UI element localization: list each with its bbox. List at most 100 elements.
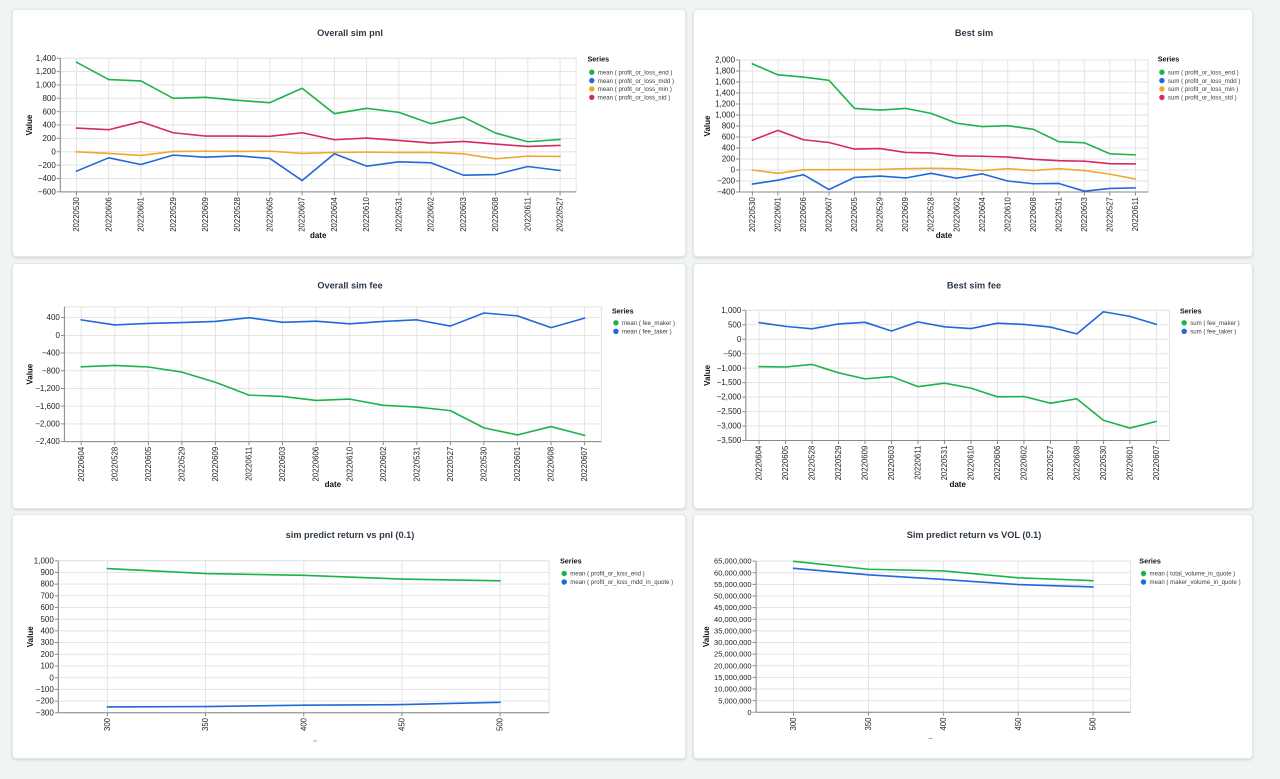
svg-text:sum ( profit_or_loss_mdd ): sum ( profit_or_loss_mdd ) (1168, 78, 1240, 85)
svg-text:20220608: 20220608 (1029, 197, 1038, 232)
svg-text:300: 300 (103, 717, 112, 731)
svg-text:20220530: 20220530 (748, 197, 757, 232)
svg-text:40,000,000: 40,000,000 (714, 615, 752, 624)
svg-text:20220527: 20220527 (1106, 197, 1115, 232)
svg-text:Series: Series (588, 55, 610, 64)
svg-text:35,000,000: 35,000,000 (714, 627, 752, 636)
svg-text:0: 0 (51, 147, 56, 156)
svg-text:20220608: 20220608 (547, 447, 556, 482)
svg-text:450: 450 (1014, 717, 1023, 731)
svg-text:20220609: 20220609 (861, 446, 870, 481)
svg-text:60,000,000: 60,000,000 (714, 568, 752, 577)
svg-text:30,000,000: 30,000,000 (714, 638, 752, 647)
svg-text:20220603: 20220603 (887, 446, 896, 481)
svg-text:Value: Value (25, 114, 34, 135)
svg-text:−100: −100 (36, 685, 55, 694)
svg-text:1,600: 1,600 (715, 78, 736, 87)
svg-text:20220604: 20220604 (978, 197, 987, 232)
svg-text:400: 400 (47, 313, 61, 322)
svg-text:20220531: 20220531 (395, 197, 404, 232)
svg-text:20220606: 20220606 (312, 447, 321, 482)
svg-text:450: 450 (398, 717, 407, 731)
svg-text:20220527: 20220527 (1046, 446, 1055, 481)
svg-text:1,200: 1,200 (36, 67, 57, 76)
svg-text:−2,400: −2,400 (35, 437, 60, 446)
svg-text:20220529: 20220529 (169, 197, 178, 232)
svg-text:Series: Series (1180, 306, 1202, 315)
svg-text:20220611: 20220611 (1131, 197, 1140, 231)
svg-text:400: 400 (299, 717, 308, 731)
svg-text:mean ( profit_or_loss_mdd_in_q: mean ( profit_or_loss_mdd_in_quote ) (570, 579, 673, 586)
svg-text:date: date (310, 231, 327, 240)
svg-text:1,200: 1,200 (715, 100, 736, 109)
svg-text:300: 300 (40, 638, 54, 647)
svg-text:65,000,000: 65,000,000 (714, 557, 752, 566)
svg-text:20220528: 20220528 (110, 447, 119, 482)
svg-text:20220528: 20220528 (233, 197, 242, 232)
svg-text:350: 350 (864, 717, 873, 731)
svg-text:Overall sim fee: Overall sim fee (317, 280, 382, 290)
svg-text:20220607: 20220607 (825, 197, 834, 232)
svg-text:20220527: 20220527 (446, 447, 455, 482)
svg-text:date: date (325, 480, 342, 489)
svg-text:20220603: 20220603 (1080, 197, 1089, 232)
svg-text:2,000: 2,000 (715, 56, 736, 65)
svg-text:15,000,000: 15,000,000 (714, 673, 752, 682)
svg-text:20220601: 20220601 (137, 197, 146, 232)
svg-text:20220531: 20220531 (940, 446, 949, 481)
svg-text:20,000,000: 20,000,000 (714, 661, 752, 670)
svg-text:1,000: 1,000 (715, 111, 736, 120)
svg-text:20220529: 20220529 (834, 446, 843, 481)
svg-text:−400: −400 (38, 174, 57, 183)
svg-text:20220605: 20220605 (781, 445, 790, 480)
svg-text:20220530: 20220530 (72, 196, 81, 231)
svg-text:400: 400 (722, 144, 736, 153)
svg-text:20220530: 20220530 (480, 446, 489, 481)
svg-text:20220608: 20220608 (1073, 446, 1082, 481)
svg-text:20220611: 20220611 (523, 197, 532, 231)
svg-text:−3,500: −3,500 (717, 436, 742, 445)
svg-text:mean ( profit_or_loss_end ): mean ( profit_or_loss_end ) (570, 571, 645, 578)
svg-text:mean ( maker_volume_in_quote ): mean ( maker_volume_in_quote ) (1150, 579, 1241, 586)
svg-text:−600: −600 (38, 188, 57, 197)
svg-text:sim predict return vs pnl (0.1: sim predict return vs pnl (0.1) (286, 530, 415, 540)
svg-text:Best sim fee: Best sim fee (947, 280, 1001, 290)
svg-text:mean ( profit_or_loss_std ): mean ( profit_or_loss_std ) (598, 95, 670, 102)
svg-text:Series: Series (1139, 557, 1161, 566)
svg-text:100: 100 (40, 662, 54, 671)
svg-text:date: date (949, 480, 966, 489)
svg-text:600: 600 (722, 133, 736, 142)
svg-text:0: 0 (731, 166, 736, 175)
svg-text:−200: −200 (36, 697, 55, 706)
svg-text:0: 0 (737, 335, 742, 344)
svg-text:Sim predict return vs VOL (0.1: Sim predict return vs VOL (0.1) (907, 530, 1042, 540)
svg-text:1,000: 1,000 (36, 81, 57, 90)
svg-text:sum ( fee_maker ): sum ( fee_maker ) (1190, 320, 1239, 327)
svg-text:20220604: 20220604 (330, 196, 339, 231)
svg-text:800: 800 (42, 94, 56, 103)
svg-text:600: 600 (40, 603, 54, 612)
svg-text:Value: Value (26, 363, 35, 384)
svg-text:1,000: 1,000 (34, 556, 55, 565)
svg-text:−2,000: −2,000 (717, 393, 742, 402)
svg-text:20220610: 20220610 (967, 445, 976, 480)
svg-text:sum ( fee_taker ): sum ( fee_taker ) (1190, 329, 1236, 336)
svg-text:1,800: 1,800 (715, 67, 736, 76)
svg-text:Value: Value (703, 115, 712, 136)
svg-text:20220605: 20220605 (144, 446, 153, 481)
svg-text:20220611: 20220611 (245, 447, 254, 481)
svg-text:sum ( profit_or_loss_end ): sum ( profit_or_loss_end ) (1168, 69, 1239, 76)
svg-text:45,000,000: 45,000,000 (714, 603, 752, 612)
svg-text:20220610: 20220610 (362, 196, 371, 231)
svg-text:20220601: 20220601 (1126, 446, 1135, 481)
svg-text:20220611: 20220611 (914, 446, 923, 480)
svg-text:mean ( profit_or_loss_mdd ): mean ( profit_or_loss_mdd ) (598, 78, 674, 85)
svg-text:20220529: 20220529 (178, 447, 187, 482)
svg-text:−200: −200 (38, 161, 57, 170)
svg-text:20220605: 20220605 (850, 197, 859, 232)
svg-text:500: 500 (728, 320, 742, 329)
svg-text:20220608: 20220608 (491, 197, 500, 232)
svg-text:mean ( profit_or_loss_min ): mean ( profit_or_loss_min ) (598, 86, 672, 93)
svg-text:−1,000: −1,000 (717, 364, 742, 373)
svg-text:−200: −200 (717, 177, 736, 186)
